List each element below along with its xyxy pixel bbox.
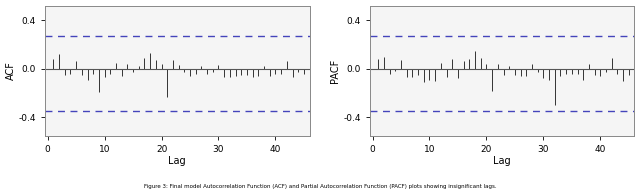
Y-axis label: ACF: ACF [6, 61, 15, 80]
X-axis label: Lag: Lag [168, 156, 186, 166]
X-axis label: Lag: Lag [493, 156, 511, 166]
Text: Figure 3: Final model Autocorrelation Function (ACF) and Partial Autocorrelation: Figure 3: Final model Autocorrelation Fu… [144, 184, 496, 189]
Y-axis label: PACF: PACF [330, 58, 340, 83]
